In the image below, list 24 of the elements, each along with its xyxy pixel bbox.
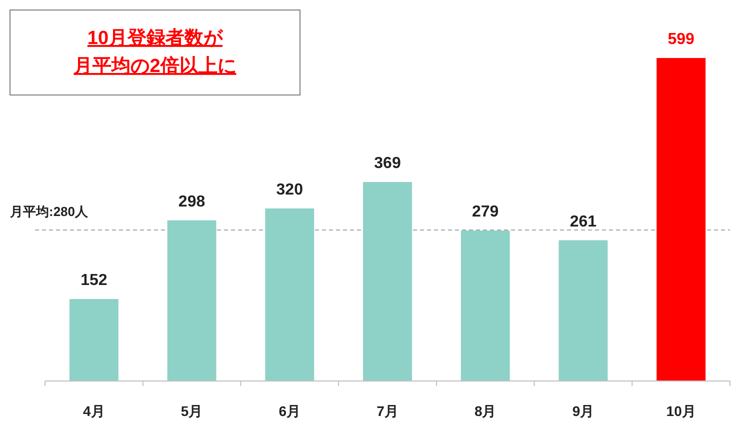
x-tick-label: 10月 [666,403,696,419]
bar [265,208,314,381]
x-tick-label: 8月 [474,403,496,419]
bar [656,58,706,381]
data-label: 152 [80,272,108,290]
bar [460,230,510,381]
data-label: 279 [472,204,499,221]
ref-line-label: 月平均:280人 [9,204,90,220]
data-label: 599 [668,31,695,48]
chart-subtitle: 月平均の2倍以上に [72,55,236,77]
bar [363,182,412,381]
x-tick-label: 9月 [572,403,594,419]
bar [69,299,118,381]
x-tick-label: 6月 [278,403,301,419]
data-label: 261 [570,213,597,230]
x-tick-label: 4月 [83,403,105,419]
data-label: 298 [178,193,206,210]
x-tick-label: 5月 [180,403,203,419]
chart-title: 10月登録者数が [87,27,224,49]
bar [558,240,608,381]
data-label: 369 [374,155,401,172]
x-tick-label: 7月 [376,403,398,419]
data-label: 320 [276,181,304,198]
bar [167,220,216,381]
